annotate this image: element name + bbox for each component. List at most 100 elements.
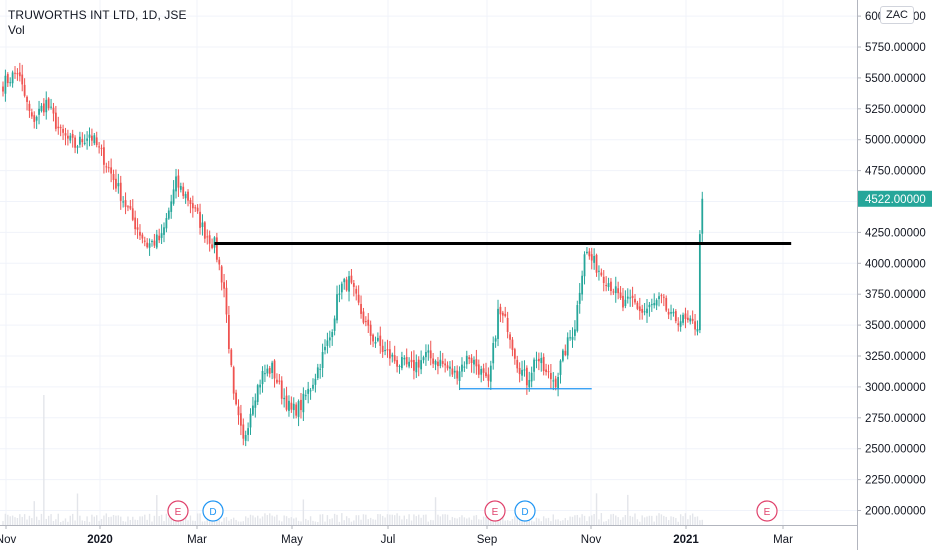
candle-down bbox=[432, 358, 435, 364]
volume-bar bbox=[329, 519, 331, 525]
earnings-marker[interactable]: E bbox=[167, 500, 189, 522]
volume-bar bbox=[338, 521, 341, 525]
y-tick-label: 4250.00000 bbox=[865, 227, 926, 239]
volume-bar bbox=[660, 514, 663, 525]
candle-down bbox=[509, 334, 511, 340]
candle-down bbox=[617, 288, 620, 294]
candle-up bbox=[184, 194, 187, 199]
volume-bar bbox=[564, 518, 567, 525]
event-label: D bbox=[521, 507, 528, 518]
candle-up bbox=[682, 314, 684, 323]
volume-bar bbox=[295, 517, 297, 525]
volume-bar bbox=[624, 515, 627, 525]
volume-bar bbox=[225, 516, 228, 525]
volume-bar bbox=[288, 518, 290, 525]
candle-down bbox=[545, 369, 547, 372]
earnings-marker[interactable]: E bbox=[484, 500, 506, 522]
candle-down bbox=[396, 360, 398, 367]
y-tick-label: 2500.00000 bbox=[865, 444, 926, 456]
candle-up bbox=[374, 341, 377, 344]
candle-up bbox=[425, 351, 427, 358]
volume-bar bbox=[643, 517, 646, 525]
volume-bar bbox=[302, 499, 305, 525]
volume-bar bbox=[252, 515, 254, 525]
dividend-marker[interactable]: D bbox=[514, 500, 536, 522]
candle-down bbox=[511, 339, 514, 350]
volume-bar bbox=[220, 521, 223, 525]
candle-down bbox=[98, 146, 101, 148]
volume-bar bbox=[100, 519, 103, 525]
candle-up bbox=[593, 255, 596, 263]
volume-bar bbox=[312, 520, 314, 525]
event-circle bbox=[167, 500, 189, 522]
volume-bar bbox=[194, 520, 196, 525]
volume-bar bbox=[523, 518, 526, 525]
candle-down bbox=[622, 295, 624, 308]
candle-up bbox=[50, 106, 52, 108]
candle-up bbox=[473, 359, 475, 365]
volume-bar bbox=[293, 518, 295, 525]
candle-down bbox=[610, 281, 612, 291]
volume-bar bbox=[21, 516, 23, 525]
volume-bar bbox=[47, 515, 50, 525]
volume-bar bbox=[172, 518, 175, 525]
volume-bar bbox=[38, 519, 40, 525]
candle-up bbox=[117, 183, 120, 187]
y-tick-label: 5750.00000 bbox=[865, 42, 926, 54]
volume-bar bbox=[518, 516, 521, 525]
candle-down bbox=[23, 84, 26, 96]
candle-up bbox=[343, 279, 346, 283]
candle-up bbox=[523, 369, 526, 371]
candle-up bbox=[552, 380, 555, 382]
candle-up bbox=[533, 359, 535, 372]
earnings-marker[interactable]: E bbox=[756, 500, 778, 522]
volume-bar bbox=[127, 516, 129, 525]
candle-down bbox=[372, 334, 374, 342]
candle-up bbox=[297, 401, 300, 417]
candle-up bbox=[629, 297, 632, 299]
candle-up bbox=[336, 294, 338, 321]
candle-up bbox=[338, 293, 341, 295]
volume-bar bbox=[396, 513, 398, 525]
candle-up bbox=[569, 337, 572, 339]
candle-up bbox=[672, 311, 675, 314]
candle-down bbox=[475, 359, 478, 367]
volume-bar bbox=[305, 518, 307, 525]
candle-up bbox=[540, 357, 543, 364]
candle-up bbox=[328, 337, 331, 341]
candle-down bbox=[57, 126, 60, 129]
volume-bar bbox=[696, 516, 699, 525]
volume-bar bbox=[384, 517, 386, 525]
candle-down bbox=[364, 321, 367, 323]
candle-down bbox=[239, 413, 242, 426]
candle-up bbox=[626, 296, 629, 299]
volume-bar bbox=[151, 521, 153, 525]
candle-down bbox=[542, 356, 545, 372]
candle-down bbox=[115, 178, 117, 189]
candle-up bbox=[701, 198, 704, 234]
volume-bar bbox=[591, 515, 593, 525]
dividend-marker[interactable]: D bbox=[202, 500, 224, 522]
last-price-badge bbox=[858, 190, 932, 207]
volume-bar bbox=[432, 520, 434, 525]
volume-bar bbox=[377, 514, 379, 525]
volume-bar bbox=[245, 516, 247, 525]
volume-bar bbox=[122, 521, 124, 525]
candle-down bbox=[674, 311, 677, 322]
volume-bar bbox=[132, 516, 134, 525]
volume-bar bbox=[345, 516, 348, 525]
candle-down bbox=[30, 112, 33, 117]
candle-down bbox=[52, 107, 55, 114]
candle-up bbox=[494, 338, 497, 342]
candle-up bbox=[557, 376, 559, 390]
candle-down bbox=[300, 399, 302, 411]
volume-bar bbox=[360, 519, 362, 525]
y-tick-label: 5000.00000 bbox=[865, 135, 926, 147]
y-tick-label: 2750.00000 bbox=[865, 413, 926, 425]
volume-bar bbox=[76, 493, 79, 525]
currency-button[interactable]: ZAC bbox=[880, 6, 914, 24]
volume-bar bbox=[86, 516, 88, 525]
volume-bar bbox=[612, 513, 615, 525]
candle-up bbox=[312, 384, 314, 389]
